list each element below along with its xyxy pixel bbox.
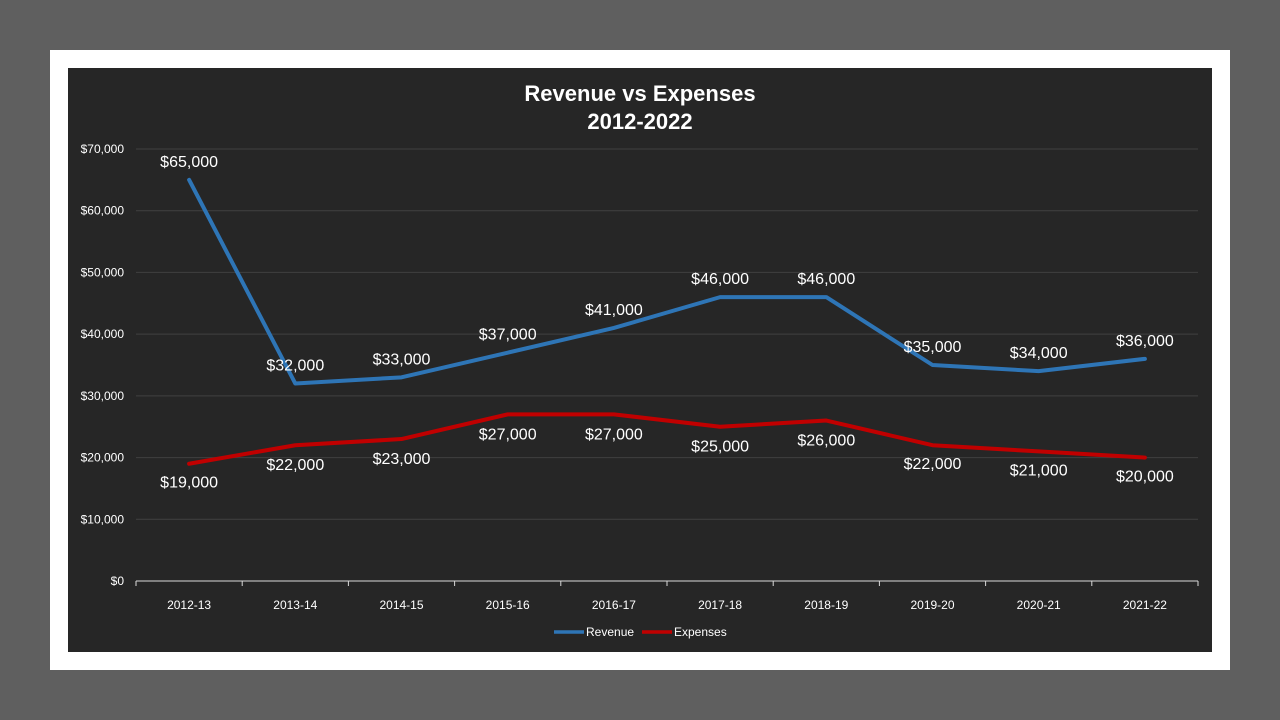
chart-title: Revenue vs Expenses	[524, 81, 755, 106]
y-tick-label: $10,000	[81, 512, 125, 526]
y-tick-label: $60,000	[81, 204, 125, 218]
data-label-expenses: $27,000	[585, 426, 643, 443]
x-tick-label: 2018-19	[804, 598, 848, 612]
legend-label-revenue: Revenue	[586, 625, 634, 639]
y-tick-label: $30,000	[81, 389, 125, 403]
data-label-expenses: $20,000	[1116, 469, 1174, 486]
x-tick-label: 2014-15	[379, 598, 423, 612]
chart-subtitle: 2012-2022	[587, 109, 692, 134]
x-tick-label: 2021-22	[1123, 598, 1167, 612]
data-label-expenses: $22,000	[266, 457, 324, 474]
data-label-expenses: $25,000	[691, 439, 749, 456]
x-tick-label: 2019-20	[910, 598, 954, 612]
y-tick-label: $20,000	[81, 451, 125, 465]
chart-frame: Revenue vs Expenses 2012-2022 $0 $10,000 $…	[50, 50, 1230, 670]
legend-label-expenses: Expenses	[674, 625, 727, 639]
data-labels: $65,000 $32,000 $33,000 $37,000 $41,000 $46,0…	[160, 154, 1174, 492]
series-line-expenses	[187, 412, 1147, 466]
y-tick-label: $70,000	[81, 142, 125, 156]
x-tick-label: 2015-16	[486, 598, 530, 612]
y-tick-label: $0	[111, 574, 125, 588]
data-label-revenue: $34,000	[1010, 345, 1068, 362]
data-label-expenses: $26,000	[797, 433, 855, 450]
line-chart: Revenue vs Expenses 2012-2022 $0$10,000$…	[81, 81, 1199, 639]
data-label-expenses: $19,000	[160, 475, 218, 492]
data-label-expenses: $21,000	[1010, 462, 1068, 479]
data-label-revenue: $46,000	[691, 271, 749, 288]
data-label-expenses: $27,000	[479, 426, 537, 443]
data-label-revenue: $65,000	[160, 154, 218, 171]
y-tick-label: $50,000	[81, 265, 125, 279]
data-label-expenses: $23,000	[373, 451, 431, 468]
chart-area: Revenue vs Expenses 2012-2022 $0 $10,000 $…	[68, 68, 1212, 652]
data-label-revenue: $36,000	[1116, 333, 1174, 350]
axes: $0 $10,000 $20,000 $30,000 $40,000 $50,000 $60…	[81, 142, 1199, 612]
series-line-revenue	[187, 177, 1147, 386]
x-tick-label: 2017-18	[698, 598, 742, 612]
legend: Revenue Expenses	[554, 625, 727, 639]
data-label-expenses: $22,000	[904, 456, 962, 473]
x-tick-label: 2013-14	[273, 598, 317, 612]
data-label-revenue: $46,000	[797, 271, 855, 288]
series-lines	[187, 177, 1147, 466]
data-label-revenue: $41,000	[585, 302, 643, 319]
data-label-revenue: $33,000	[373, 351, 431, 368]
x-tick-label: 2012-13	[167, 598, 211, 612]
x-tick-label: 2020-21	[1017, 598, 1061, 612]
x-tick-label: 2016-17	[592, 598, 636, 612]
data-label-revenue: $35,000	[904, 339, 962, 356]
gridlines	[136, 148, 1198, 520]
data-label-revenue: $37,000	[479, 327, 537, 344]
y-tick-label: $40,000	[81, 327, 125, 341]
data-label-revenue: $32,000	[266, 358, 324, 375]
